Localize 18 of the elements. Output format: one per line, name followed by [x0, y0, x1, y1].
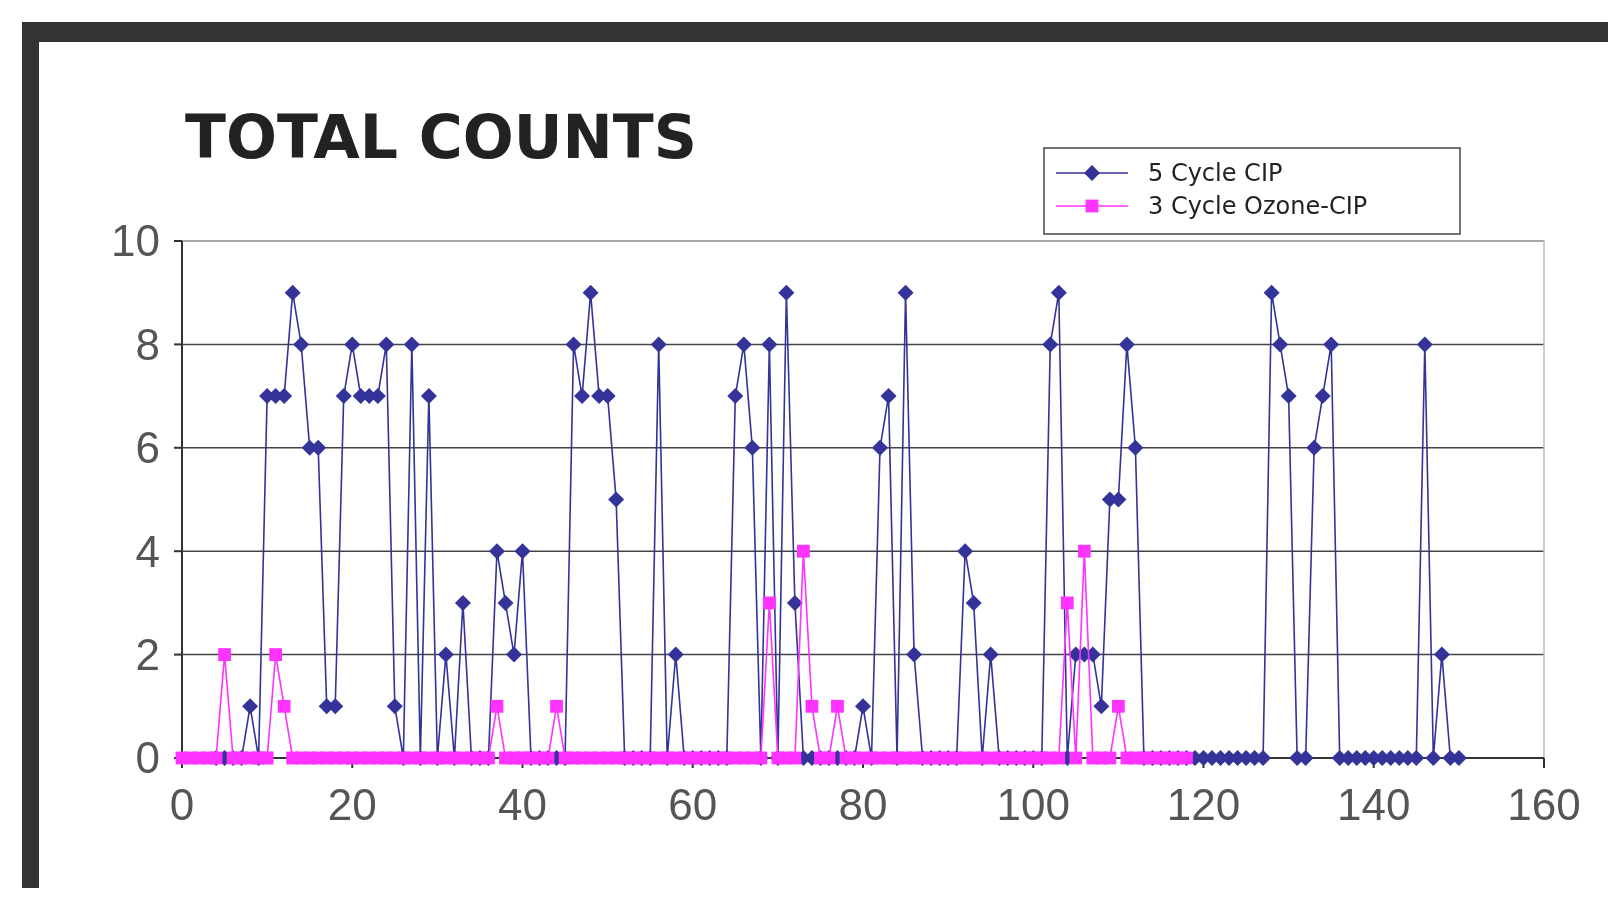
x-tick-label: 160 — [1507, 780, 1581, 829]
chart-title: TOTAL COUNTS — [185, 102, 697, 172]
legend-label: 3 Cycle Ozone-CIP — [1148, 192, 1368, 221]
x-tick-label: 80 — [838, 780, 888, 829]
x-tick-label: 140 — [1337, 780, 1411, 829]
y-tick-label: 4 — [135, 526, 160, 576]
x-tick-label: 0 — [169, 780, 195, 829]
y-tick-label: 2 — [135, 630, 160, 679]
x-tick-label: 100 — [996, 780, 1070, 829]
x-tick-label: 20 — [327, 780, 377, 829]
x-tick-label: 40 — [498, 780, 547, 829]
y-tick-label: 8 — [135, 319, 160, 369]
legend-label: 5 Cycle CIP — [1148, 159, 1283, 188]
y-tick-label: 0 — [135, 733, 160, 783]
x-tick-label: 120 — [1166, 780, 1241, 829]
y-tick-label: 10 — [111, 216, 160, 266]
x-tick-label: 60 — [668, 780, 718, 829]
y-tick-label: 6 — [135, 423, 160, 473]
